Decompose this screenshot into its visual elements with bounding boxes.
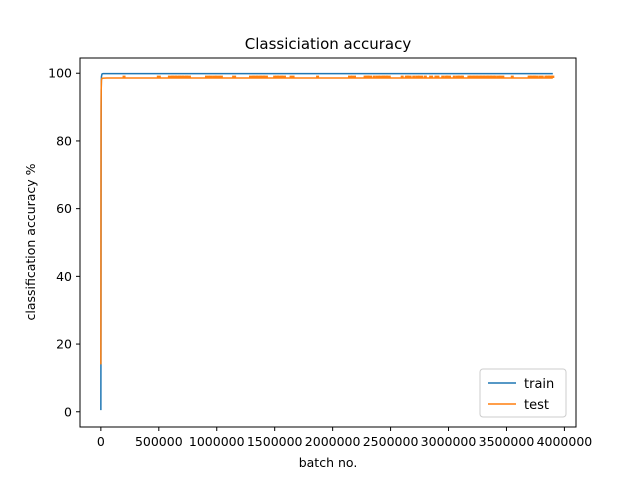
spike-test-77 — [538, 75, 544, 78]
plot-area — [100, 72, 555, 411]
spike-test-57 — [460, 75, 464, 78]
spike-test-68 — [490, 75, 496, 78]
x-tick-label-4: 2000000 — [305, 434, 361, 449]
spike-test-23 — [262, 75, 268, 78]
x-tick-label-8: 4000000 — [537, 434, 593, 449]
spike-test-46 — [415, 75, 420, 78]
spike-test-18 — [252, 75, 256, 78]
spike-test-50 — [434, 75, 440, 78]
spike-test-70 — [496, 75, 501, 78]
spike-test-27 — [280, 75, 284, 78]
x-tick-label-2: 1000000 — [189, 434, 245, 449]
spike-test-2 — [167, 75, 173, 78]
spike-test-38 — [378, 75, 384, 78]
spike-test-62 — [476, 75, 482, 78]
spike-test-39 — [382, 75, 386, 78]
legend: train test — [479, 368, 567, 418]
spike-test-78 — [544, 75, 548, 78]
spike-test-75 — [532, 75, 536, 78]
x-tick-label-0: 0 — [97, 434, 105, 449]
spike-test-45 — [412, 75, 416, 78]
spike-test-54 — [452, 75, 456, 78]
y-tick-label-0: 0 — [64, 404, 72, 419]
spike-test-47 — [418, 75, 424, 78]
spike-test-8 — [181, 75, 187, 78]
x-tick-label-6: 3000000 — [421, 434, 477, 449]
spike-test-49 — [429, 75, 434, 78]
spike-test-37 — [375, 75, 380, 78]
spike-test-0 — [122, 75, 126, 78]
spike-test-1 — [156, 75, 161, 78]
spike-test-9 — [185, 75, 189, 78]
spike-test-48 — [423, 75, 427, 78]
y-tick-label-5: 100 — [48, 66, 72, 81]
spike-test-65 — [483, 75, 489, 78]
spike-test-41 — [385, 75, 391, 78]
spike-test-81 — [551, 75, 555, 78]
legend-box — [479, 368, 567, 418]
spike-test-17 — [249, 75, 255, 78]
x-tick-label-3: 1500000 — [247, 434, 303, 449]
spike-test-30 — [316, 75, 320, 78]
spike-test-14 — [215, 75, 221, 78]
spike-test-76 — [534, 75, 539, 78]
spike-test-24 — [273, 75, 277, 78]
spike-test-13 — [212, 75, 217, 78]
legend-label-train: train — [524, 377, 554, 392]
spike-test-35 — [367, 75, 373, 78]
spike-test-6 — [178, 75, 182, 78]
spike-test-36 — [372, 75, 376, 78]
spike-test-3 — [171, 75, 175, 78]
y-axis-label: classification accuracy % — [23, 163, 38, 320]
y-tick-label-3: 60 — [56, 201, 72, 216]
spike-test-66 — [486, 75, 490, 78]
x-tick-label-1: 500000 — [135, 434, 183, 449]
spike-test-44 — [406, 75, 412, 78]
legend-label-test: test — [524, 398, 549, 413]
spike-test-59 — [469, 75, 475, 78]
y-tick-label-4: 80 — [56, 133, 72, 148]
spike-test-72 — [510, 75, 514, 78]
y-tick-label-2: 40 — [56, 269, 72, 284]
x-tick-label-7: 3500000 — [479, 434, 535, 449]
spike-test-12 — [209, 75, 213, 78]
spike-test-28 — [281, 75, 286, 78]
spike-test-51 — [441, 75, 445, 78]
spike-test-26 — [276, 75, 282, 78]
spike-test-74 — [529, 75, 535, 78]
y-axis-ticks: 0 20 40 60 80 100 — [48, 66, 80, 419]
series-spikes-test — [122, 75, 555, 78]
spike-test-33 — [363, 75, 367, 78]
spike-test-16 — [232, 75, 237, 78]
spike-test-11 — [204, 75, 210, 78]
spike-test-63 — [479, 75, 483, 78]
spike-test-80 — [548, 75, 553, 78]
y-tick-label-1: 20 — [56, 337, 72, 352]
spike-test-42 — [400, 75, 404, 78]
spike-test-31 — [348, 75, 353, 78]
spike-test-56 — [457, 75, 463, 78]
spike-test-5 — [174, 75, 180, 78]
x-axis-label: batch no. — [299, 455, 358, 470]
x-axis-ticks: 0 500000 1000000 1500000 2000000 2500000 30000… — [97, 427, 592, 449]
spike-test-10 — [186, 75, 191, 78]
spike-test-69 — [493, 75, 497, 78]
spike-test-20 — [255, 75, 261, 78]
chart-title: Classiciation accuracy — [245, 35, 412, 53]
axes-frame — [79, 57, 577, 428]
spike-test-15 — [219, 75, 223, 78]
spike-test-32 — [351, 75, 356, 78]
spike-test-53 — [446, 75, 452, 78]
spike-test-21 — [259, 75, 263, 78]
spike-test-60 — [472, 75, 476, 78]
spike-test-71 — [499, 75, 505, 78]
x-tick-label-5: 2500000 — [363, 434, 419, 449]
spike-test-29 — [289, 75, 295, 78]
